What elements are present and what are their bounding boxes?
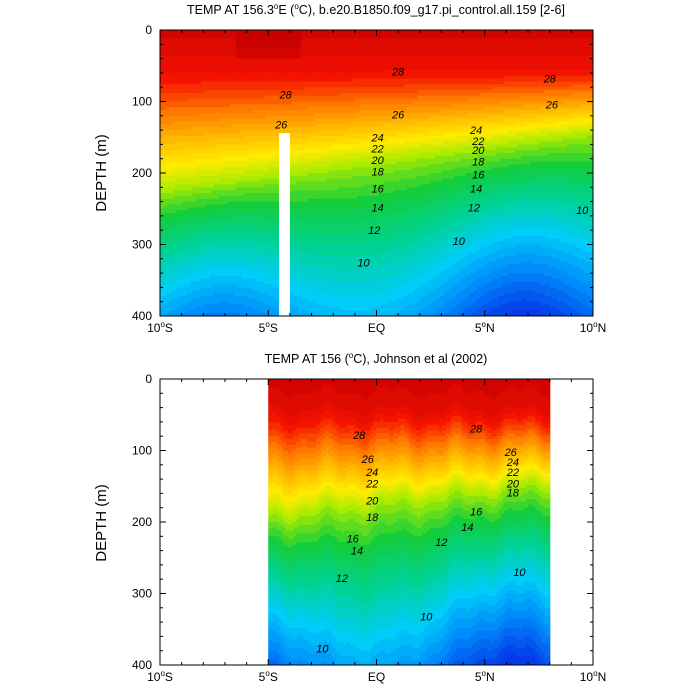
top-y-axis-label: DEPTH (m) [93, 134, 110, 212]
x-tick-label: 5oN [475, 669, 495, 684]
contour-label: 26 [274, 119, 288, 131]
contour-label: 16 [371, 184, 384, 196]
contour-label: 12 [435, 537, 447, 549]
contour-label: 14 [351, 546, 363, 558]
contour-label: 10 [420, 611, 433, 623]
contour-label: 24 [370, 132, 383, 144]
contour-label: 20 [506, 478, 520, 490]
x-tick-label: EQ [368, 670, 385, 684]
contour-label: 20 [471, 145, 485, 157]
contour-label: 16 [347, 533, 360, 545]
contour-label: 18 [507, 488, 520, 500]
y-tick-label: 0 [145, 23, 152, 37]
top-contour-labels: 2828282626262424222220201818161614141212… [274, 67, 589, 270]
contour-label: 18 [371, 167, 384, 179]
contour-label: 24 [469, 125, 482, 137]
contour-label: 10 [357, 257, 370, 269]
contour-label: 22 [365, 478, 378, 490]
contour-label: 10 [513, 567, 526, 579]
contour-label: 12 [368, 225, 380, 237]
x-tick-label: 5oS [259, 669, 278, 684]
contour-label: 18 [366, 512, 379, 524]
y-tick-label: 300 [132, 238, 152, 252]
contour-label: 10 [316, 644, 329, 656]
contour-label: 28 [543, 74, 557, 86]
y-tick-label: 0 [145, 372, 152, 386]
contour-label: 24 [506, 457, 519, 469]
contour-label: 20 [365, 496, 379, 508]
y-tick-label: 200 [132, 166, 152, 180]
contour-label: 26 [391, 109, 405, 121]
contour-label: 18 [472, 157, 485, 169]
x-tick-label: 10oN [580, 320, 606, 335]
contour-label: 16 [470, 506, 483, 518]
contour-label: 22 [370, 144, 383, 156]
bottom-panel-title: TEMP AT 156 (oC), Johnson et al (2002) [265, 351, 488, 366]
bottom-contour-labels: 2828262624242222202018181616141412121010… [316, 423, 526, 655]
y-tick-label: 100 [132, 95, 152, 109]
panel-top: TEMP AT 156.3oE (oC), b.e20.B1850.f09_g1… [93, 2, 606, 335]
y-tick-label: 100 [132, 444, 152, 458]
contour-label: 10 [453, 236, 466, 248]
contour-label: 16 [472, 169, 485, 181]
contour-label: 14 [371, 202, 383, 214]
contour-label: 28 [278, 89, 292, 101]
contour-label: 28 [469, 423, 483, 435]
contour-label: 22 [506, 467, 519, 479]
x-tick-label: 5oN [475, 320, 495, 335]
y-tick-label: 300 [132, 587, 152, 601]
contour-label: 14 [470, 184, 482, 196]
top-panel-title: TEMP AT 156.3oE (oC), b.e20.B1850.f09_g1… [187, 2, 565, 17]
x-tick-label: 10oS [147, 320, 173, 335]
contour-label: 26 [361, 454, 375, 466]
contour-label: 24 [365, 467, 378, 479]
y-tick-label: 400 [132, 309, 152, 323]
contour-label: 26 [504, 447, 518, 459]
x-tick-label: EQ [368, 321, 385, 335]
contour-label: 12 [336, 573, 348, 585]
contour-label: 20 [370, 155, 384, 167]
contour-label: 22 [471, 136, 484, 148]
top-contour-field [160, 30, 593, 316]
contour-label: 14 [461, 522, 473, 534]
contour-label: 10 [576, 205, 589, 217]
contour-label: 28 [352, 430, 366, 442]
x-tick-label: 10oS [147, 669, 173, 684]
bottom-contour-field [268, 379, 551, 665]
bottom-y-axis-label: DEPTH (m) [93, 484, 110, 562]
x-tick-label: 10oN [580, 669, 606, 684]
x-tick-label: 5oS [259, 320, 278, 335]
y-tick-label: 200 [132, 515, 152, 529]
contour-label: 28 [391, 67, 405, 79]
contour-label: 12 [468, 202, 480, 214]
panel-bottom: TEMP AT 156 (oC), Johnson et al (2002) D… [93, 351, 606, 684]
y-tick-label: 400 [132, 658, 152, 672]
contour-label: 26 [545, 99, 559, 111]
